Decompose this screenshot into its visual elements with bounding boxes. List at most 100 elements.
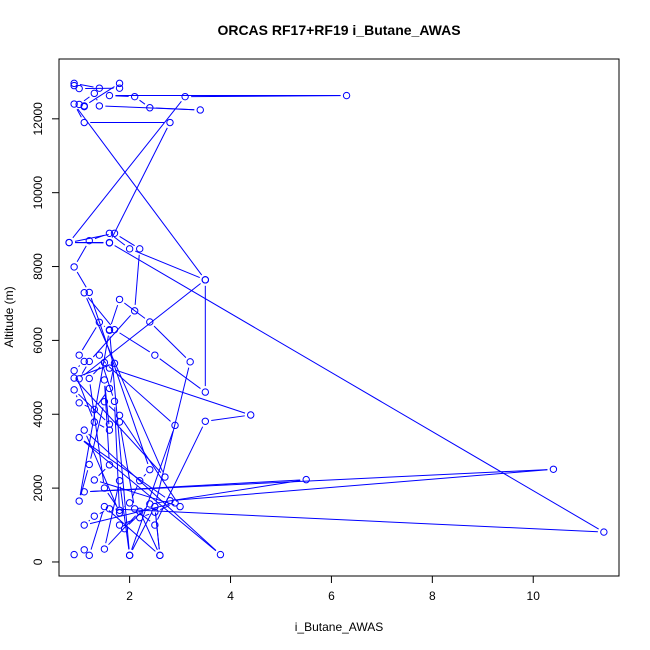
- data-point: [65, 238, 73, 247]
- data-point: [105, 326, 114, 335]
- data-point: [90, 512, 99, 520]
- data-point: [161, 473, 169, 481]
- data-point: [80, 289, 88, 297]
- series-segment: [76, 109, 82, 118]
- data-point: [100, 376, 109, 384]
- data-point: [201, 388, 210, 396]
- series-segment: [83, 440, 217, 552]
- data-point: [146, 104, 154, 112]
- data-point: [156, 551, 164, 560]
- data-point: [151, 351, 159, 359]
- data-point: [115, 84, 124, 92]
- series-segment: [155, 480, 301, 504]
- x-tick-label: 8: [429, 589, 436, 603]
- data-point: [115, 295, 124, 304]
- series-segment: [107, 492, 117, 506]
- series-segment: [79, 84, 94, 88]
- series-segment: [86, 298, 163, 472]
- plot-frame: [58, 58, 620, 577]
- data-point: [130, 92, 139, 101]
- data-point: [115, 477, 124, 485]
- data-point: [80, 488, 88, 496]
- data-point: [216, 550, 225, 559]
- series-segment: [102, 359, 107, 364]
- data-point: [105, 364, 114, 372]
- y-tick-label: 10000: [31, 176, 45, 210]
- x-axis: 2 4 6 8 10: [126, 575, 541, 603]
- data-point: [105, 91, 114, 100]
- x-tick-label: 10: [527, 589, 541, 603]
- series-segment: [110, 369, 114, 383]
- series-segment: [114, 369, 246, 414]
- data-point: [136, 513, 144, 522]
- data-point: [75, 433, 83, 442]
- data-point: [151, 521, 159, 529]
- series-segment: [108, 366, 171, 422]
- series-segment: [120, 427, 135, 503]
- x-tick-label: 6: [328, 589, 335, 603]
- series-segment: [90, 469, 548, 493]
- data-point: [80, 357, 88, 366]
- series-segment: [103, 325, 106, 328]
- y-tick-label: 12000: [31, 102, 45, 136]
- data-point: [110, 397, 119, 406]
- series-segment: [84, 404, 90, 408]
- series-segment: [114, 245, 599, 530]
- series-segment: [131, 485, 138, 498]
- data-point: [115, 509, 124, 517]
- series-segment: [88, 433, 217, 551]
- series-segment: [93, 366, 101, 375]
- data-point: [75, 351, 83, 359]
- series-segment: [81, 366, 87, 374]
- data-point: [166, 118, 174, 127]
- data-point: [105, 505, 114, 513]
- data-point: [80, 546, 88, 554]
- series-segment: [99, 510, 105, 514]
- data-point: [130, 307, 139, 315]
- data-point: [146, 465, 154, 474]
- series-segment: [134, 250, 200, 279]
- series-segment: [139, 99, 146, 105]
- series-segment: [145, 513, 150, 517]
- data-point: [201, 276, 210, 284]
- data-point: [196, 106, 204, 114]
- data-point: [70, 100, 78, 108]
- data-point: [95, 351, 104, 359]
- data-point: [85, 374, 93, 383]
- data-point: [70, 81, 78, 90]
- series-segment: [104, 385, 110, 425]
- series-segment: [83, 96, 90, 102]
- y-tick-label: 2000: [31, 474, 45, 501]
- y-tick-label: 8000: [31, 253, 45, 280]
- data-point: [85, 460, 93, 469]
- data-point: [80, 118, 88, 127]
- data-point: [151, 508, 159, 516]
- data-point: [75, 375, 83, 383]
- series-segment: [134, 254, 140, 305]
- series-segment: [131, 430, 174, 550]
- data-point: [80, 521, 88, 529]
- series-segment: [108, 405, 116, 412]
- data-point: [100, 545, 109, 553]
- data-point: [95, 84, 104, 92]
- data-point: [90, 476, 99, 484]
- series-segment: [105, 486, 119, 544]
- series-layer: [65, 79, 608, 560]
- data-point: [95, 102, 104, 110]
- series-segment: [75, 395, 78, 398]
- series-segment: [110, 304, 119, 325]
- series-segment: [153, 325, 187, 358]
- series-segment: [89, 503, 170, 525]
- data-point: [70, 374, 78, 382]
- series-segment: [159, 358, 201, 389]
- series-segment: [77, 108, 203, 276]
- data-point: [85, 236, 93, 245]
- series-segment: [97, 392, 107, 405]
- data-point: [90, 418, 99, 426]
- series-segment: [119, 486, 130, 550]
- series-segment: [76, 271, 87, 288]
- series-segment: [76, 245, 87, 262]
- series-segment: [78, 365, 81, 367]
- data-point: [80, 102, 88, 110]
- series-segment: [175, 469, 548, 501]
